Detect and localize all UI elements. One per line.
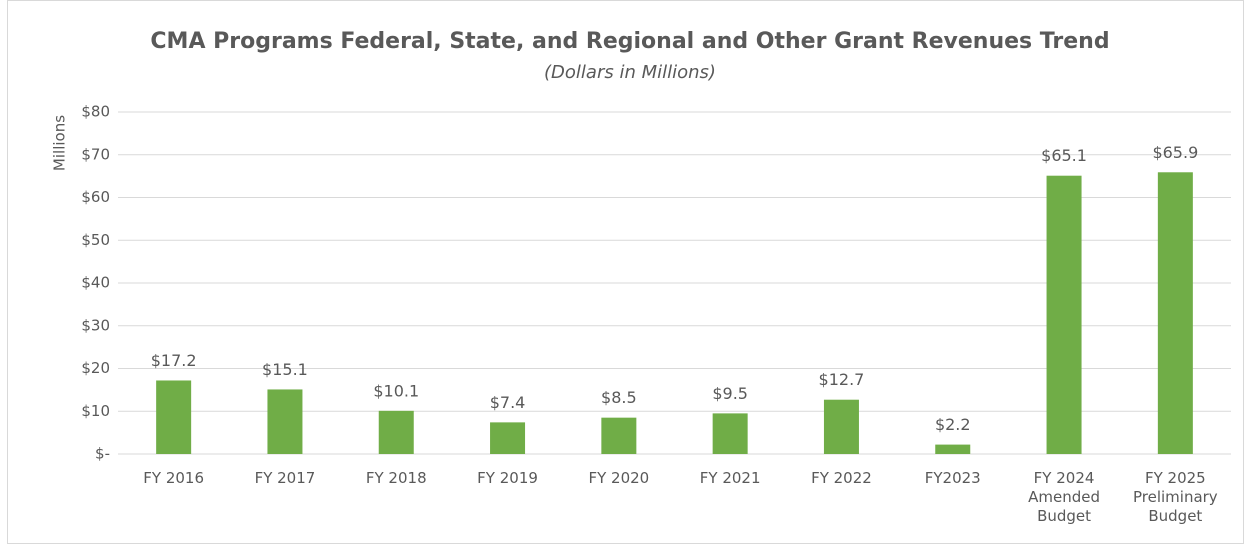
bar — [712, 413, 748, 454]
x-tick-label: FY2023 — [925, 469, 981, 487]
chart-subtitle: (Dollars in Millions) — [544, 62, 716, 83]
data-label: $17.2 — [151, 351, 197, 370]
y-tick-label: $80 — [81, 103, 110, 121]
bar — [1157, 172, 1193, 454]
data-label: $7.4 — [490, 393, 526, 412]
data-label: $15.1 — [262, 360, 308, 379]
y-tick-label: $30 — [81, 316, 110, 334]
bar — [601, 417, 637, 454]
data-label: $65.9 — [1152, 143, 1198, 162]
x-tick-label: FY 2021 — [700, 469, 761, 487]
x-tick-label: FY 2022 — [811, 469, 872, 487]
data-label: $12.7 — [819, 370, 865, 389]
data-label: $8.5 — [601, 388, 637, 407]
bar — [267, 389, 303, 454]
y-tick-label: $20 — [81, 359, 110, 377]
bar — [490, 422, 526, 454]
x-tick-label: FY 2020 — [588, 469, 649, 487]
bar — [823, 399, 859, 454]
x-tick-label: FY 2019 — [477, 469, 538, 487]
bar — [1046, 175, 1082, 454]
data-label: $10.1 — [373, 381, 419, 400]
x-tick-label: FY 2016 — [143, 469, 204, 487]
y-axis-label: Millions — [51, 115, 69, 171]
bar — [156, 380, 192, 454]
chart-title: CMA Programs Federal, State, and Regiona… — [150, 29, 1109, 54]
data-label: $65.1 — [1041, 146, 1087, 165]
bar — [378, 410, 414, 454]
y-tick-label: $10 — [81, 402, 110, 420]
x-tick-label: FY 2017 — [255, 469, 316, 487]
data-label: $9.5 — [712, 384, 748, 403]
x-tick-label: FY 2018 — [366, 469, 427, 487]
y-tick-label: $60 — [81, 188, 110, 206]
x-tick-label: FY 2024 Amended Budget — [1028, 469, 1100, 525]
x-tick-label: FY 2025 Preliminary Budget — [1133, 469, 1218, 525]
y-tick-label: $40 — [81, 274, 110, 292]
y-tick-label: $70 — [81, 145, 110, 163]
y-tick-label: $- — [95, 445, 110, 463]
bar — [935, 444, 971, 454]
data-label: $2.2 — [935, 415, 971, 434]
y-tick-label: $50 — [81, 231, 110, 249]
